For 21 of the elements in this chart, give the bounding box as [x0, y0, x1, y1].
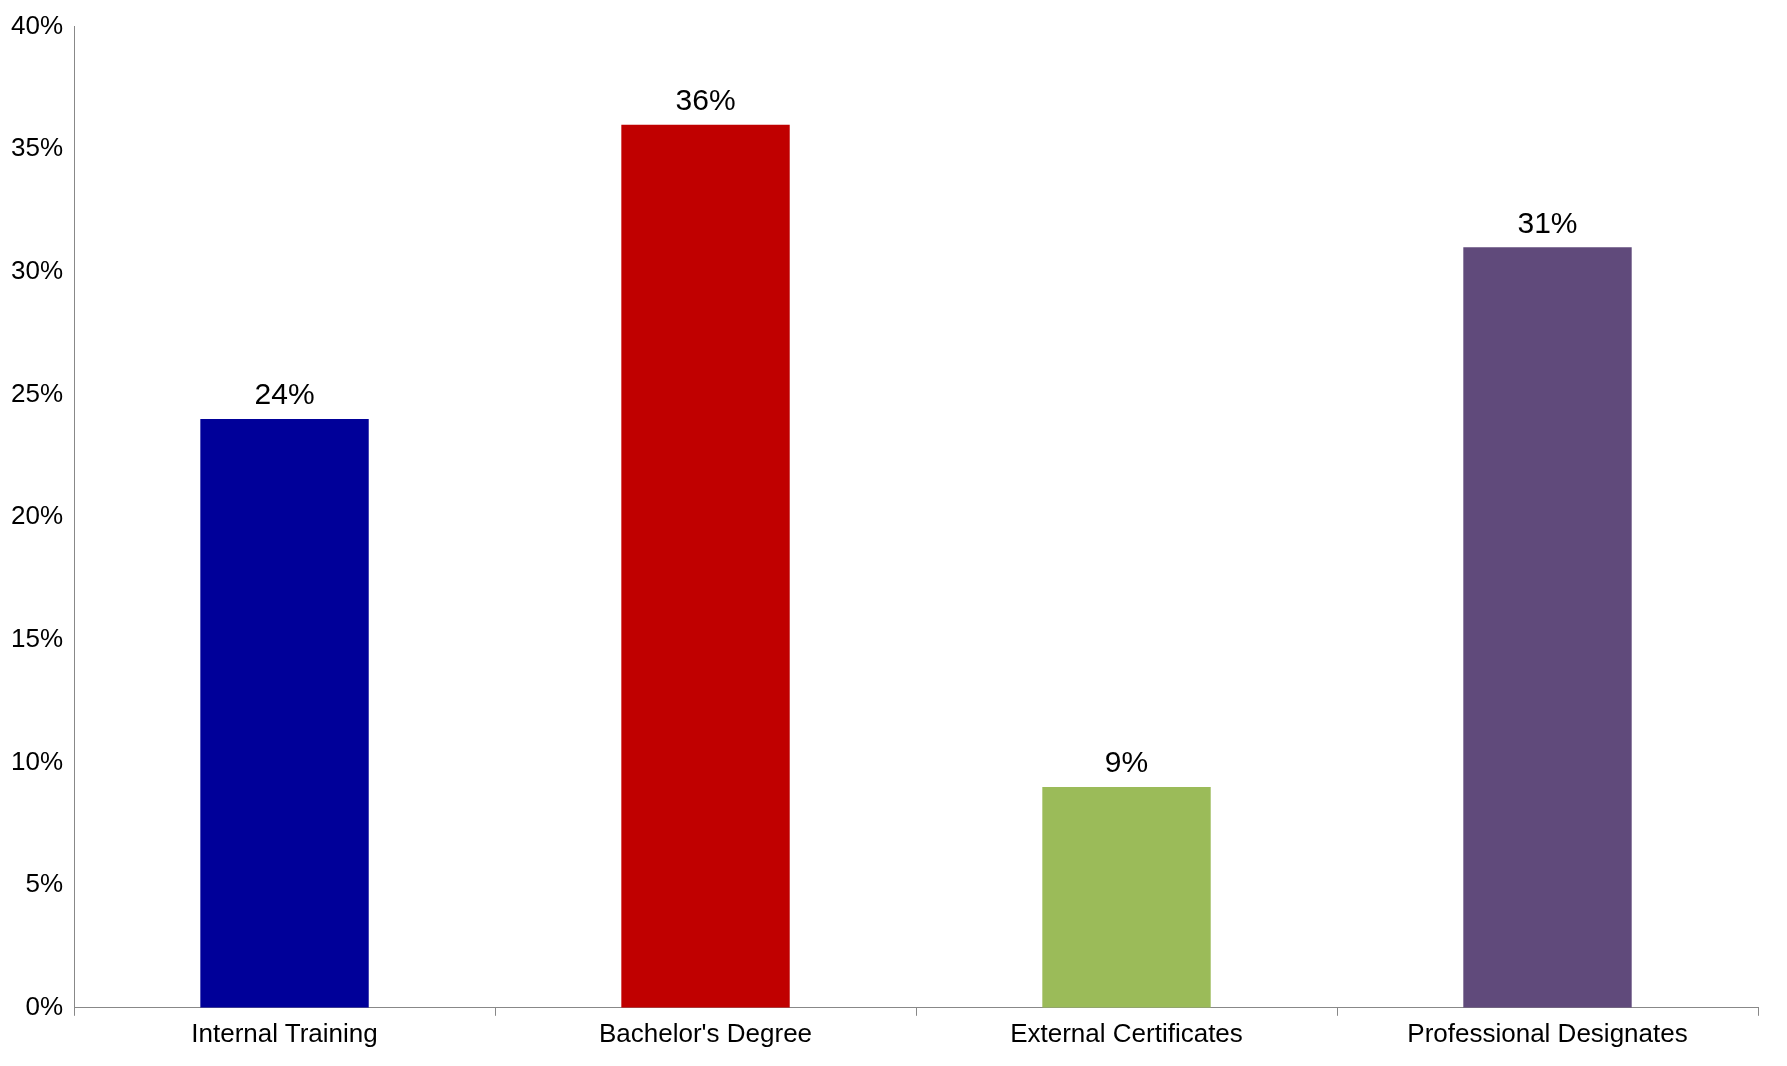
bar [1463, 247, 1632, 1008]
x-tick-label: External Certificates [1010, 1017, 1243, 1048]
data-label: 36% [675, 82, 736, 116]
x-tick-label: Internal Training [191, 1017, 378, 1048]
x-tick-label: Bachelor's Degree [598, 1017, 813, 1048]
y-tick-label: 35% [10, 132, 64, 163]
data-label: 9% [1104, 745, 1149, 779]
bar [621, 124, 790, 1008]
x-tick-label: Professional Designates [1407, 1017, 1688, 1048]
y-tick-label: 20% [10, 500, 64, 531]
data-label: 24% [254, 377, 315, 411]
y-tick-label: 5% [25, 868, 64, 899]
bar [200, 419, 369, 1008]
data-label: 31% [1517, 205, 1578, 239]
y-tick-label: 10% [10, 745, 64, 776]
y-tick-label: 40% [10, 9, 64, 40]
y-tick-label: 25% [10, 377, 64, 408]
y-tick-label: 30% [10, 255, 64, 286]
y-tick-label: 15% [10, 623, 64, 654]
bar [1042, 787, 1211, 1008]
y-tick-label: 0% [25, 990, 64, 1021]
